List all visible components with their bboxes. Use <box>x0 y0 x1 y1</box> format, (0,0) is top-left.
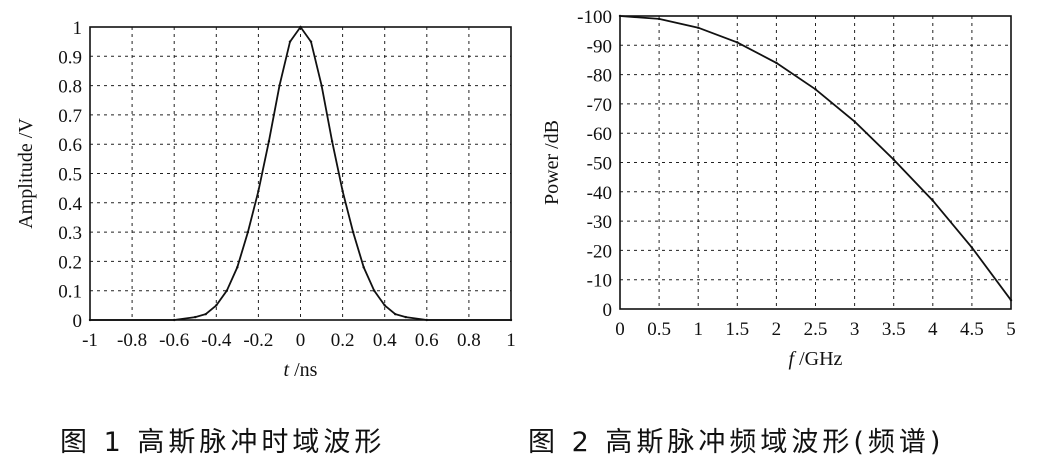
x-tick-label: 2 <box>772 319 782 340</box>
data-point <box>509 318 513 322</box>
data-point <box>309 40 313 43</box>
x-tick-label: 1 <box>506 330 516 351</box>
x-tick-label: -0.6 <box>159 330 189 351</box>
data-point <box>215 304 218 307</box>
data-point <box>404 315 407 319</box>
data-point <box>88 318 92 322</box>
data-point <box>383 304 386 307</box>
x-axis-label: f /GHz <box>789 348 843 370</box>
y-axis-label: Power /dB <box>541 120 563 205</box>
x-tick-label: 1.5 <box>725 319 749 340</box>
data-point <box>236 266 239 269</box>
y-axis-label: Amplitude /V <box>15 118 37 229</box>
data-point <box>320 84 323 87</box>
x-tick-label: 0.4 <box>373 330 397 351</box>
y-tick-label: 0.3 <box>58 223 82 244</box>
x-tick-label: -1 <box>82 330 98 351</box>
data-point <box>814 88 817 91</box>
data-point <box>267 140 271 143</box>
x-axis-label-symbol: t <box>284 359 290 381</box>
y-tick-label: 0.7 <box>58 106 82 127</box>
x-tick-label: 0.8 <box>457 330 481 351</box>
y-tick-label: -90 <box>587 36 612 57</box>
y-tick-label: 0.4 <box>58 194 82 215</box>
data-point <box>931 199 934 202</box>
x-axis-label-symbol: f <box>789 348 797 370</box>
y-tick-label: 0.2 <box>58 252 82 273</box>
y-tick-label: 0.9 <box>58 47 82 68</box>
data-point <box>892 158 895 161</box>
data-point <box>657 17 661 21</box>
y-tick-label: 0 <box>73 311 83 332</box>
plot-frame <box>619 15 1012 310</box>
data-point <box>697 26 700 29</box>
y-tick-label: -10 <box>587 271 612 292</box>
y-tick-label: 0.5 <box>58 165 82 186</box>
x-tick-label: 0 <box>615 319 625 340</box>
x-tick-label: -0.8 <box>117 330 147 351</box>
data-point <box>372 289 376 292</box>
y-tick-label: -20 <box>587 241 612 262</box>
data-point <box>288 40 292 43</box>
x-tick-label: 0.2 <box>331 330 355 351</box>
x-tick-label: 5 <box>1006 319 1016 340</box>
data-point <box>736 41 739 44</box>
x-tick-label: -0.4 <box>201 330 232 351</box>
data-point <box>394 312 397 316</box>
data-point <box>257 189 260 193</box>
x-tick-label: 2.5 <box>804 319 828 340</box>
data-point <box>425 318 428 322</box>
y-tick-label: -70 <box>587 95 612 116</box>
y-tick-label: -80 <box>587 66 612 87</box>
data-point <box>246 230 250 234</box>
y-tick-label: 0.1 <box>58 282 82 303</box>
data-point <box>853 120 856 123</box>
y-tick-label: -60 <box>587 124 612 145</box>
data-point <box>299 25 302 29</box>
data-point <box>351 230 355 234</box>
y-tick-label: 0.8 <box>58 77 82 98</box>
x-axis-label: t /ns <box>284 359 318 381</box>
data-point <box>225 289 229 292</box>
data-point <box>362 266 365 269</box>
x-tick-label: 4 <box>928 319 938 340</box>
data-point <box>775 61 778 65</box>
x-tick-label: 0 <box>296 330 306 351</box>
data-point <box>970 246 974 249</box>
figure-1-caption: 图 1 高斯脉冲时域波形 <box>60 427 385 458</box>
y-tick-label: 0.6 <box>58 135 82 156</box>
y-tick-label: -40 <box>587 183 612 204</box>
time-domain-chart: -1 -0.8 -0.6 -0.4 -0.2 0 0.2 0.4 0.6 0.8 1 0 0.1 0.2 0… <box>15 18 516 381</box>
data-point <box>618 14 622 18</box>
y-tick-label: -50 <box>587 154 612 175</box>
data-point <box>194 315 197 319</box>
x-tick-label: 1 <box>693 319 703 340</box>
data-point <box>1009 299 1013 302</box>
y-tick-label: 1 <box>73 18 83 39</box>
x-tick-label: 3 <box>850 319 860 340</box>
data-point <box>330 140 334 143</box>
y-tick-label: -30 <box>587 212 612 233</box>
y-tick-label: 0 <box>603 300 613 321</box>
x-tick-label: 0.5 <box>647 319 671 340</box>
figure-2-caption: 图 2 高斯脉冲频域波形(频谱) <box>528 427 944 458</box>
data-point <box>173 318 176 322</box>
data-point <box>204 312 207 316</box>
x-tick-label: 3.5 <box>882 319 906 340</box>
x-tick-label: -0.2 <box>243 330 273 351</box>
data-point <box>278 84 281 87</box>
x-axis-label-unit: /GHz <box>794 348 842 370</box>
frequency-domain-chart: 0 0.5 1 1.5 2 2.5 3 3.5 4 4.5 5 0 -10 -20 -30 -40 -50 -60… <box>541 7 1016 370</box>
y-tick-label: -100 <box>577 7 612 28</box>
x-tick-label: 0.6 <box>415 330 439 351</box>
x-tick-label: 4.5 <box>960 319 984 340</box>
data-point <box>341 189 344 193</box>
x-axis-label-unit: /ns <box>289 359 318 381</box>
